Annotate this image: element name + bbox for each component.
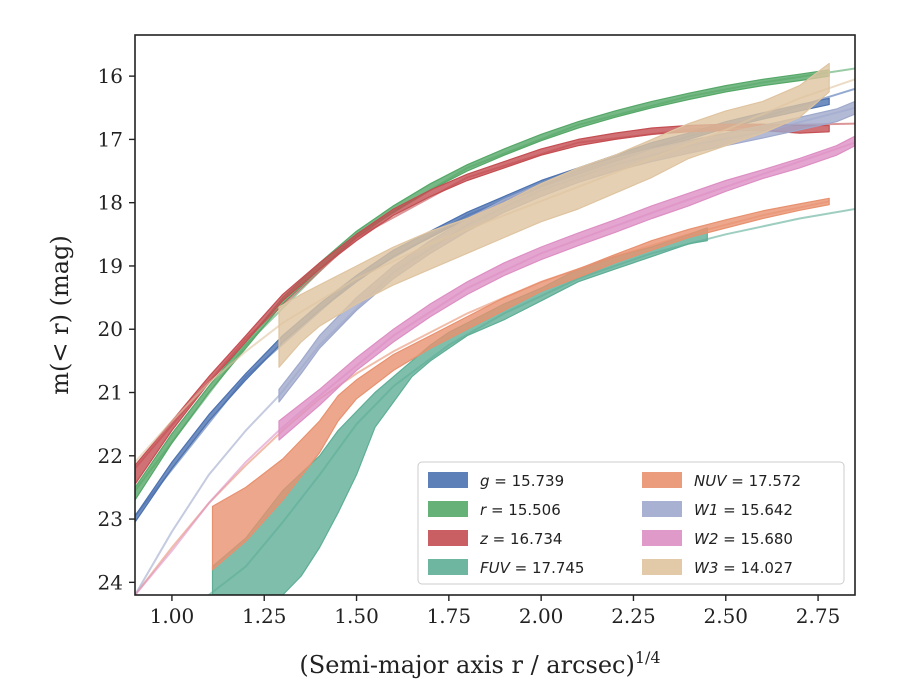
legend-label-w1: W1 = 15.642 xyxy=(694,501,793,519)
y-axis-title: m(< r) (mag) xyxy=(46,235,74,394)
y-tick-label: 17 xyxy=(98,127,123,151)
legend-swatch-nuv xyxy=(642,472,682,488)
legend-swatch-r xyxy=(428,501,468,517)
legend-box xyxy=(417,461,845,585)
legend-label-r: r = 15.506 xyxy=(480,501,561,519)
x-tick-label: 1.25 xyxy=(242,604,287,628)
legend-label-w3: W3 = 14.027 xyxy=(694,559,793,577)
profile-band-fuv xyxy=(211,227,708,595)
x-tick-label: 2.75 xyxy=(796,604,841,628)
legend-label-w2: W2 = 15.680 xyxy=(694,530,793,548)
profile-band-z xyxy=(135,123,830,485)
y-tick-label: 21 xyxy=(98,381,123,405)
legend-swatch-w3 xyxy=(642,559,682,575)
y-axis: 16 17 18 19 20 21 22 23 24 xyxy=(98,64,135,594)
y-tick-label: 20 xyxy=(98,317,123,341)
profile-band-w2 xyxy=(278,135,855,441)
x-tick-label: 1.50 xyxy=(334,604,379,628)
profile-band-nuv xyxy=(211,197,830,571)
legend-swatch-g xyxy=(428,472,468,488)
legend: g = 15.739 r = 15.506 z = 16.734 FUV = 17.7… xyxy=(417,461,845,585)
x-tick-label: 2.25 xyxy=(611,604,656,628)
plot-frame xyxy=(134,34,856,596)
y-tick-label: 18 xyxy=(98,191,123,215)
profile-band-w3 xyxy=(278,62,830,368)
x-tick-label: 2.50 xyxy=(704,604,749,628)
y-tick-label: 22 xyxy=(98,444,123,468)
legend-label-g: g = 15.739 xyxy=(480,472,564,490)
legend-label-z: z = 16.734 xyxy=(479,530,562,548)
x-tick-label: 1.00 xyxy=(150,604,195,628)
x-axis: 1.00 1.25 1.50 1.75 2.00 2.25 2.50 2.75 xyxy=(150,595,841,628)
legend-swatch-z xyxy=(428,530,468,546)
legend-swatch-fuv xyxy=(428,559,468,575)
y-tick-label: 23 xyxy=(98,507,123,531)
series-layer xyxy=(135,62,855,595)
x-tick-label: 1.75 xyxy=(427,604,472,628)
legend-label-nuv: NUV = 17.572 xyxy=(694,472,801,490)
legend-label-fuv: FUV = 17.745 xyxy=(480,559,584,577)
x-tick-label: 2.00 xyxy=(519,604,564,628)
y-tick-label: 24 xyxy=(98,570,123,594)
legend-swatch-w2 xyxy=(642,530,682,546)
x-axis-title: (Semi-major axis r / arcsec)1/4 xyxy=(299,648,660,679)
y-tick-label: 19 xyxy=(98,254,123,278)
legend-swatch-w1 xyxy=(642,501,682,517)
y-tick-label: 16 xyxy=(98,64,123,88)
